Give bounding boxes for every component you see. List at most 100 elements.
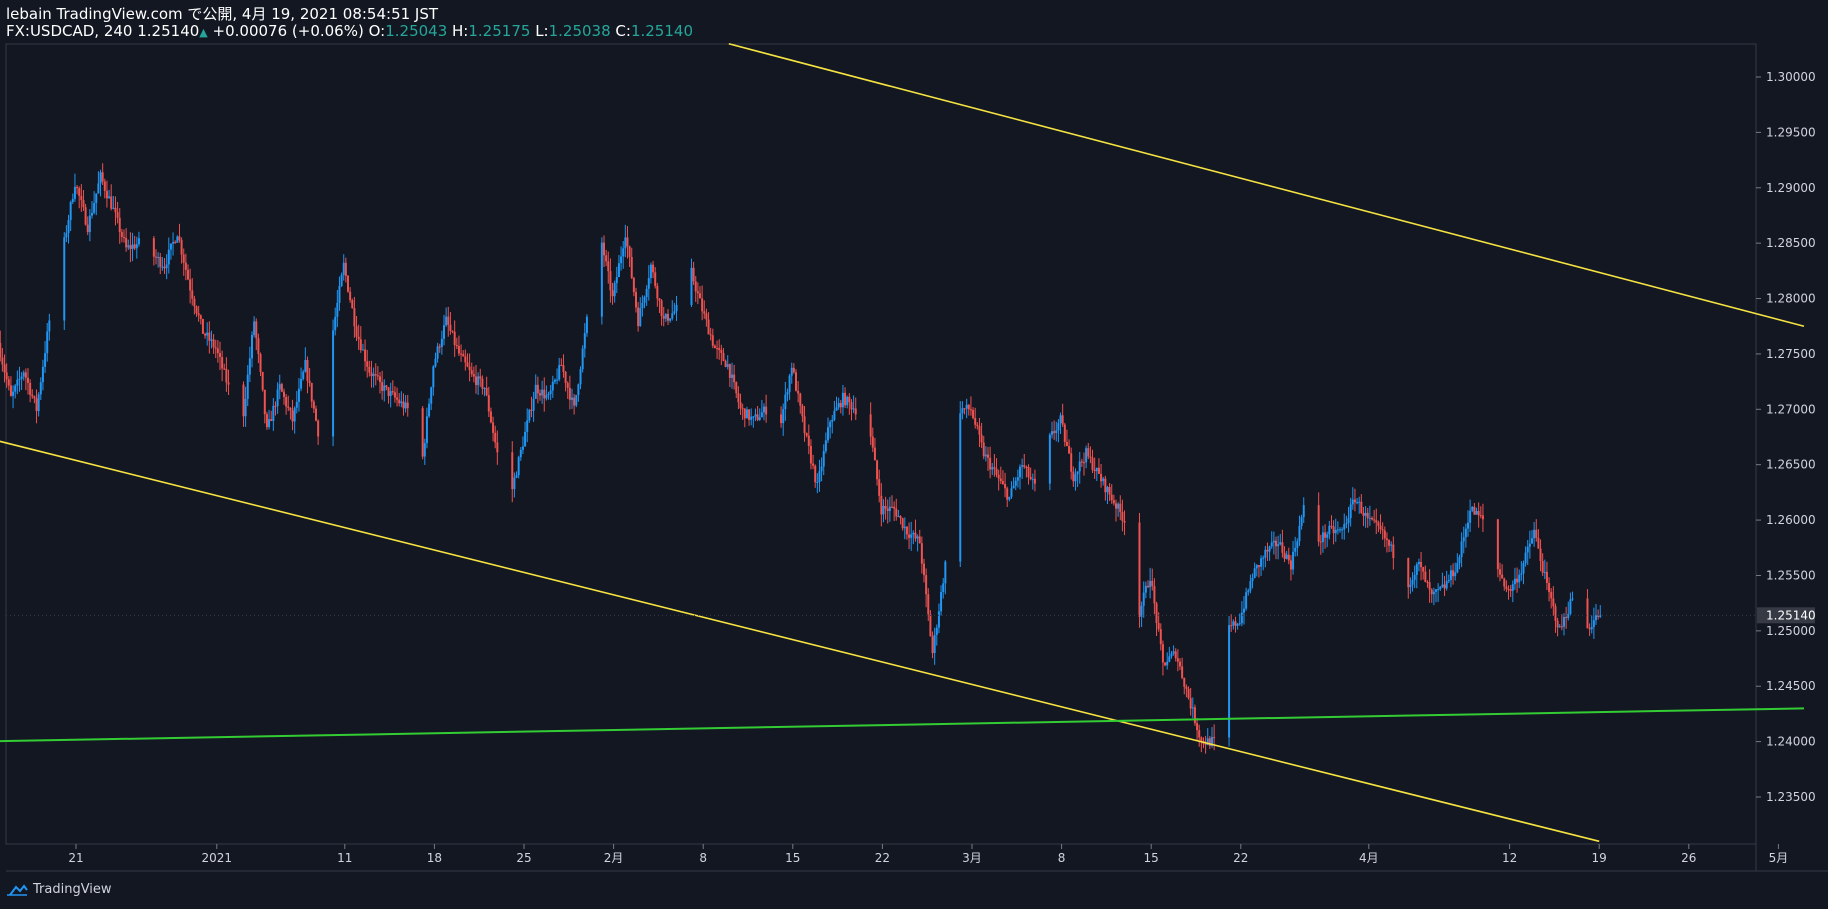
candle-body bbox=[1106, 486, 1109, 493]
candle-body bbox=[1083, 462, 1085, 464]
candle-body bbox=[974, 417, 977, 425]
candle-body bbox=[82, 200, 85, 208]
time-tick-label: 3月 bbox=[962, 851, 982, 865]
candle-body bbox=[457, 345, 460, 354]
candle-body bbox=[1597, 615, 1600, 617]
candle-body bbox=[274, 405, 277, 407]
price-scale[interactable]: 1.30000 1.29500 1.29000 1.28500 1.28000 1.275… bbox=[1756, 70, 1816, 804]
candle-body bbox=[370, 372, 373, 377]
candle-body bbox=[1428, 582, 1431, 590]
candle-body bbox=[696, 291, 699, 294]
candle-body bbox=[920, 543, 923, 564]
candle-body bbox=[46, 331, 49, 354]
candle-body bbox=[1287, 554, 1290, 561]
candle-body bbox=[1437, 589, 1440, 591]
candle-body bbox=[1061, 415, 1064, 425]
candle-body bbox=[1155, 603, 1158, 624]
candle-body bbox=[489, 411, 492, 423]
candle-body bbox=[163, 266, 166, 269]
trendline-channel-lower[interactable] bbox=[0, 435, 1600, 843]
candle-body bbox=[1473, 506, 1476, 515]
candle-body bbox=[253, 321, 256, 336]
candle-body bbox=[251, 335, 253, 359]
candle-body bbox=[837, 403, 840, 408]
candle-body bbox=[193, 298, 196, 307]
candle-body bbox=[1027, 466, 1030, 478]
candle-body bbox=[1565, 617, 1568, 619]
candle-body bbox=[1460, 541, 1463, 558]
candle-body bbox=[1213, 737, 1216, 739]
open-label: O: bbox=[368, 22, 386, 40]
candle-body bbox=[131, 244, 134, 249]
candle-body bbox=[1059, 415, 1062, 424]
candle-body bbox=[0, 342, 2, 358]
candle-body bbox=[545, 395, 548, 399]
candle-body bbox=[1070, 453, 1073, 472]
current-price-label: 1.25140 bbox=[1766, 608, 1816, 622]
candle-body bbox=[1563, 617, 1565, 627]
time-scale[interactable]: 21 2021 11 18 25 2月 8 15 22 3月 8 15 22 4月 12 19 26 5月 bbox=[68, 844, 1788, 865]
price-tick-label: 1.24500 bbox=[1766, 679, 1816, 693]
candle-body bbox=[357, 336, 360, 340]
candle-body bbox=[1140, 605, 1143, 617]
candle-body bbox=[1353, 499, 1356, 503]
candle-body bbox=[652, 264, 655, 273]
candle-body bbox=[1085, 448, 1088, 463]
candle-body bbox=[763, 406, 765, 413]
candle-body bbox=[178, 236, 181, 241]
candle-body bbox=[1008, 496, 1011, 500]
candle-body bbox=[103, 181, 106, 191]
candle-body bbox=[97, 183, 100, 194]
candle-body bbox=[1031, 478, 1034, 480]
candle-body bbox=[1121, 512, 1124, 522]
candle-body bbox=[848, 396, 851, 403]
candle-body bbox=[1268, 546, 1271, 552]
candle-body bbox=[1108, 486, 1111, 495]
candle-body bbox=[643, 297, 646, 303]
time-tick-label: 26 bbox=[1681, 851, 1696, 865]
candle-body bbox=[916, 536, 919, 539]
candle-body bbox=[1319, 541, 1322, 543]
time-tick-label: 25 bbox=[516, 851, 531, 865]
time-tick-label: 2月 bbox=[604, 851, 624, 865]
candle-body bbox=[765, 406, 768, 415]
symbol-label[interactable]: FX:USDCAD, 240 bbox=[6, 22, 133, 40]
footer-brand[interactable]: TradingView bbox=[33, 882, 112, 897]
candle-body bbox=[1289, 560, 1292, 570]
candle-body bbox=[1550, 591, 1553, 599]
candle-body bbox=[1328, 525, 1331, 535]
candle-body bbox=[839, 403, 842, 408]
candle-body bbox=[1501, 574, 1504, 579]
candle-body bbox=[585, 316, 588, 334]
candle-body bbox=[613, 283, 616, 297]
candle-body bbox=[1117, 503, 1120, 509]
candle-body bbox=[1432, 591, 1435, 595]
candle-body bbox=[159, 256, 162, 267]
trendlines[interactable] bbox=[0, 42, 1805, 843]
candle-body bbox=[780, 414, 783, 424]
candle-body bbox=[543, 389, 546, 399]
time-tick-label: 22 bbox=[875, 851, 890, 865]
candle-body bbox=[308, 380, 311, 384]
candle-body bbox=[120, 232, 123, 237]
trendline-channel-upper[interactable] bbox=[728, 42, 1805, 328]
candle-body bbox=[137, 238, 140, 245]
candle-body bbox=[1518, 574, 1521, 583]
candle-body bbox=[1407, 558, 1410, 588]
candle-body bbox=[820, 466, 823, 472]
candle-body bbox=[1424, 571, 1427, 583]
candle-body bbox=[526, 420, 529, 432]
candle-body bbox=[451, 330, 454, 332]
candle-body bbox=[739, 402, 742, 409]
trendline-support[interactable] bbox=[0, 707, 1805, 743]
time-tick-label: 11 bbox=[337, 851, 352, 865]
candle-body bbox=[1475, 511, 1478, 515]
candle-body bbox=[989, 457, 992, 470]
candle-body bbox=[1439, 586, 1442, 590]
candle-body bbox=[615, 277, 618, 284]
current-price-marker: 1.25140 bbox=[6, 607, 1816, 624]
candle-body bbox=[530, 409, 533, 411]
candle-body bbox=[73, 186, 76, 199]
candle-body bbox=[649, 264, 652, 279]
